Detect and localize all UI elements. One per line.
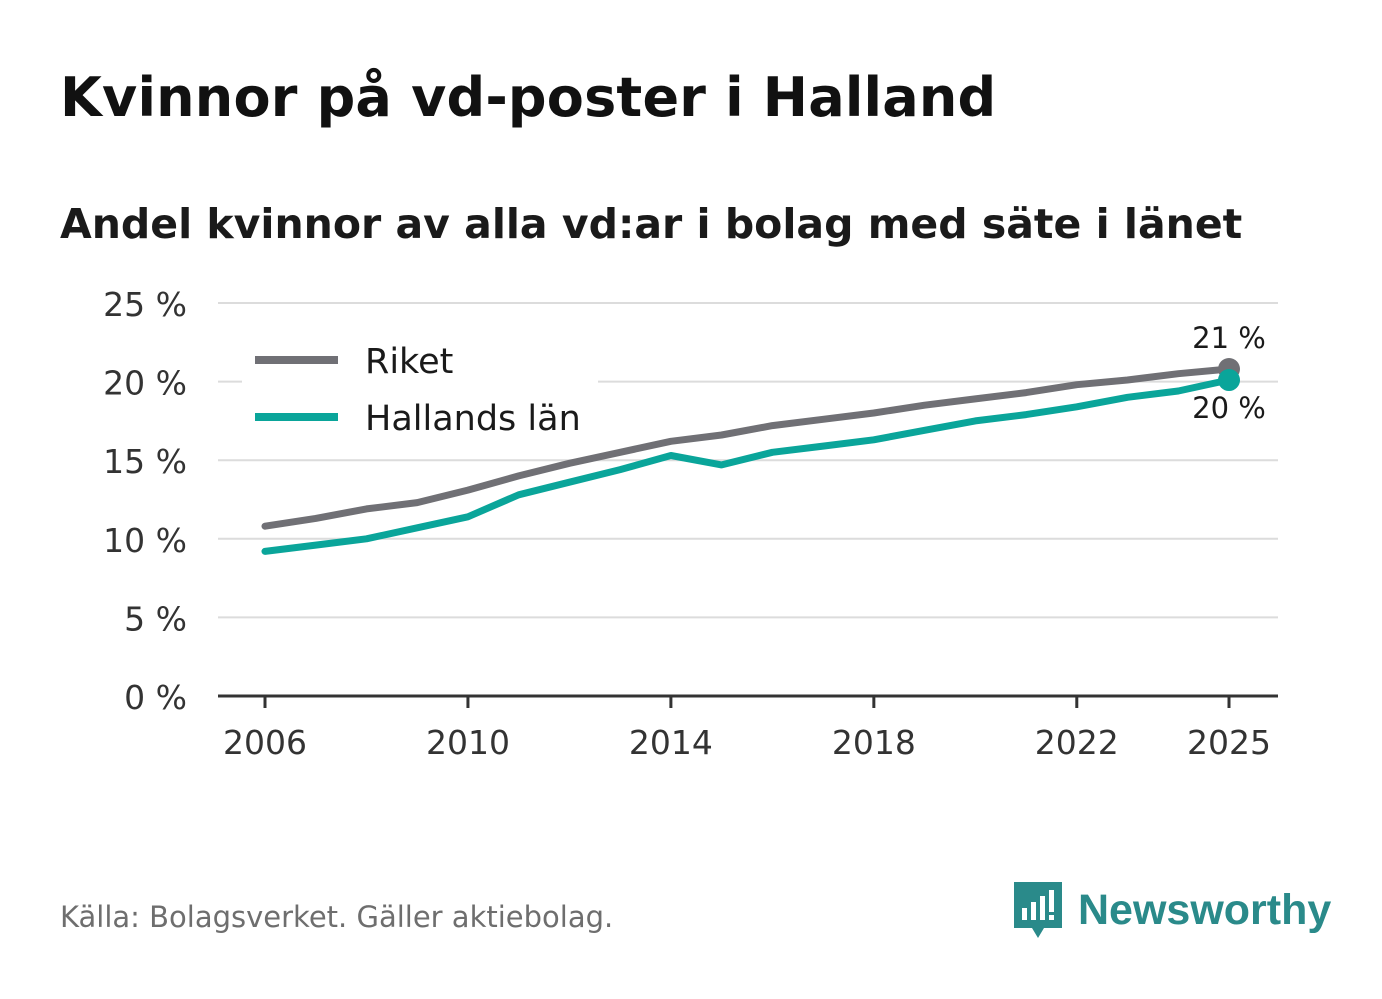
series-lines [261, 358, 1240, 555]
source-note: Källa: Bolagsverket. Gäller aktiebolag. [60, 900, 614, 934]
series-end-marker [1218, 369, 1240, 392]
series-end-label: 21 % [1192, 321, 1266, 355]
y-tick-label: 20 % [103, 364, 187, 403]
legend-label: Riket [365, 342, 453, 382]
legend-background [242, 336, 598, 446]
chart-title: Kvinnor på vd-poster i Halland [60, 66, 997, 129]
end-labels: 21 % 20 % [1192, 321, 1266, 425]
x-tick-label: 2006 [223, 723, 307, 762]
brand-name: Newsworthy [1078, 885, 1332, 934]
x-axis: 2006 2010 2014 2018 2022 2025 [218, 694, 1278, 762]
series-end-label: 20 % [1192, 391, 1266, 425]
x-tick-label: 2022 [1035, 723, 1119, 762]
x-tick-label: 2025 [1187, 723, 1271, 762]
series-line-riket [261, 365, 1233, 530]
brand-logo: Newsworthy [1010, 878, 1331, 942]
y-tick-label: 15 % [103, 442, 187, 481]
x-tick-label: 2018 [832, 723, 916, 762]
x-tick-label: 2010 [426, 723, 510, 762]
x-tick-label: 2014 [629, 723, 713, 762]
newsworthy-logo-icon [1014, 882, 1062, 938]
y-tick-label: 5 % [124, 599, 187, 638]
legend-label: Hallands län [365, 399, 581, 439]
legend: Riket Hallands län [242, 336, 598, 446]
y-tick-label: 10 % [103, 521, 187, 560]
y-tick-label: 25 % [103, 285, 187, 324]
chart-subtitle: Andel kvinnor av alla vd:ar i bolag med … [60, 200, 1243, 248]
y-axis-tick-labels: 0 % 5 % 10 % 15 % 20 % 25 % [103, 285, 187, 717]
series-line-hallands-lan [261, 376, 1233, 555]
y-tick-label: 0 % [124, 678, 187, 717]
